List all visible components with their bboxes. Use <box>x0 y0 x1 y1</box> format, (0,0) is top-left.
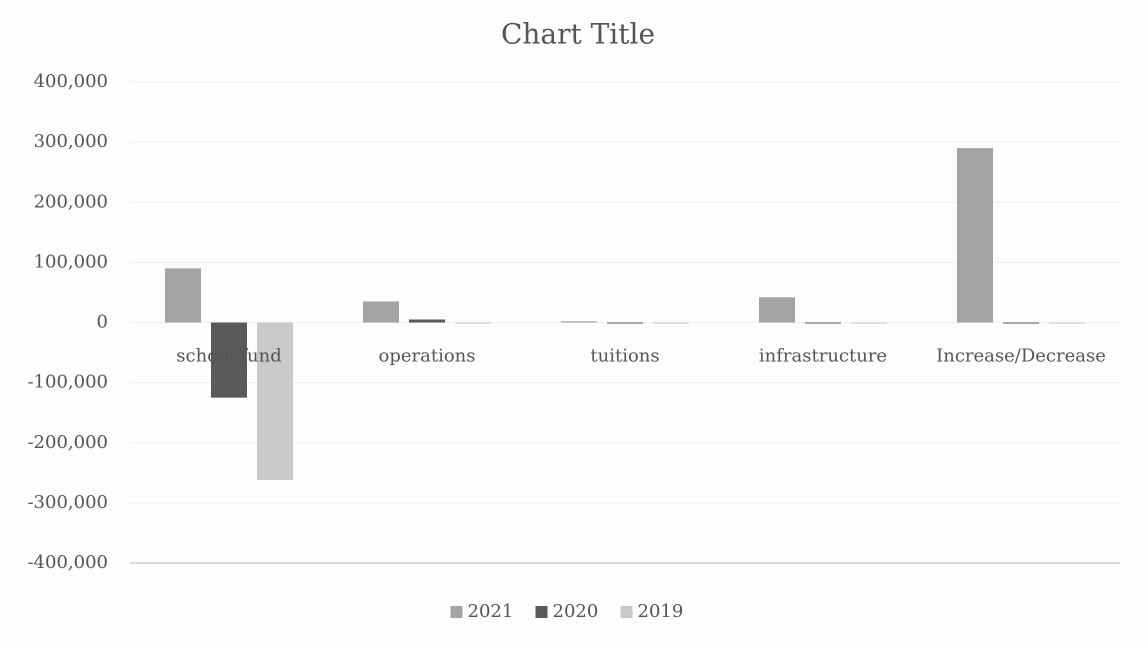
y-tick-label: -200,000 <box>27 432 108 453</box>
bar <box>759 297 795 323</box>
x-tick-label: operations <box>378 346 475 367</box>
bar <box>805 322 841 324</box>
legend-label: 2019 <box>638 601 684 622</box>
bar <box>1049 322 1085 324</box>
legend-swatch <box>620 606 633 618</box>
bar <box>561 321 597 323</box>
x-tick-label: Increase/Decrease <box>936 346 1106 367</box>
bar <box>957 148 993 323</box>
y-tick-label: 400,000 <box>34 71 108 92</box>
legend-label: 2020 <box>553 601 599 622</box>
chart-title: Chart Title <box>501 18 655 51</box>
y-tick-label: -400,000 <box>27 552 108 573</box>
bar <box>1003 322 1039 324</box>
bar <box>851 322 887 324</box>
bar <box>607 322 643 324</box>
y-tick-label: -300,000 <box>27 492 108 513</box>
legend-swatch <box>535 606 548 618</box>
bar <box>409 319 445 323</box>
y-tick-label: 300,000 <box>34 131 108 152</box>
bar <box>211 322 247 398</box>
legend-swatch <box>450 606 463 618</box>
bar <box>257 322 293 481</box>
legend-label: 2021 <box>468 601 514 622</box>
bar <box>455 322 491 324</box>
x-tick-label: school fund <box>176 346 281 367</box>
bar <box>165 268 201 323</box>
x-tick-label: tuitions <box>590 346 659 367</box>
y-tick-label: 100,000 <box>34 251 108 272</box>
bar <box>363 301 399 323</box>
y-tick-label: 0 <box>97 312 108 333</box>
y-tick-label: -100,000 <box>27 372 108 393</box>
bar <box>653 322 689 324</box>
y-tick-label: 200,000 <box>34 191 108 212</box>
x-tick-label: infrastructure <box>759 346 887 367</box>
